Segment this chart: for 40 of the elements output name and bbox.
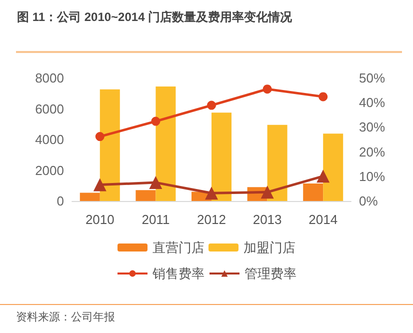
x-tick-label: 2012	[197, 212, 226, 227]
legend-label: 直营门店	[152, 240, 204, 255]
bar	[212, 112, 232, 201]
legend-label: 销售费率	[152, 266, 204, 281]
point	[262, 84, 272, 94]
x-tick-label: 2010	[85, 212, 114, 227]
y2-tick-label: 50%	[359, 70, 386, 86]
point	[205, 186, 218, 200]
legend-label: 管理费率	[244, 266, 296, 281]
chart-title: 图 11：公司 2010~2014 门店数量及费用率变化情况	[17, 10, 294, 24]
bar	[156, 86, 176, 201]
y2-tick-label: 30%	[359, 120, 386, 135]
y-tick-label: 0	[56, 194, 64, 208]
point	[93, 178, 106, 192]
bar	[303, 183, 324, 201]
y2-tick-label: 0%	[359, 194, 378, 208]
x-tick-label: 2013	[252, 212, 282, 227]
point	[95, 132, 104, 142]
bar	[136, 190, 156, 201]
point	[260, 186, 274, 199]
y-tick-label: 6000	[35, 101, 64, 116]
point	[207, 100, 216, 110]
point	[149, 176, 162, 190]
point	[316, 170, 330, 183]
y-tick-label: 4000	[35, 132, 64, 147]
y-tick-label: 8000	[35, 70, 64, 86]
point	[318, 92, 328, 102]
bar	[267, 124, 288, 201]
y2-tick-label: 20%	[359, 144, 386, 160]
x-tick-label: 2011	[142, 212, 170, 227]
y2-tick-label: 40%	[359, 95, 386, 110]
text: 资料来源：公司年报	[16, 310, 115, 324]
bar	[323, 134, 344, 201]
bar	[100, 89, 120, 201]
x-tick-label: 2014	[308, 212, 338, 227]
point	[151, 116, 160, 126]
y-tick-label: 2000	[35, 162, 64, 178]
legend-label: 加盟门店	[244, 240, 296, 255]
y2-tick-label: 10%	[359, 168, 386, 184]
bar	[80, 192, 100, 201]
